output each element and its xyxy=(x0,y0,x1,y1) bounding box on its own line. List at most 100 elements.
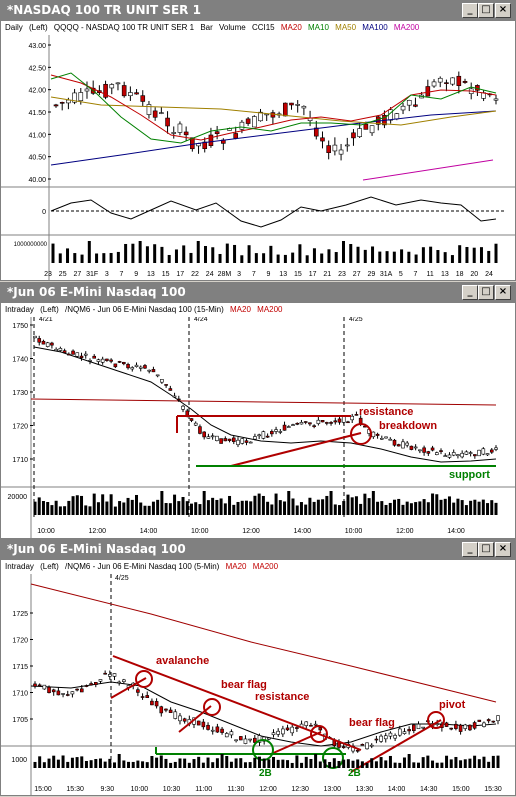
intraday-5min-chart[interactable]: 1725 1720 1715 1710 1705 1000 15:00 15:30 9:30 10… xyxy=(1,574,515,796)
volume-bar xyxy=(219,498,223,515)
title-bar[interactable]: *NASDAQ 100 TR UNIT SER 1 _ □ × xyxy=(1,1,515,21)
candle-body xyxy=(79,688,84,693)
candle-body xyxy=(468,452,473,454)
volume-bar xyxy=(95,253,99,263)
volume-bar xyxy=(33,761,37,768)
daily-price-chart[interactable]: 43.00 42.50 42.00 41.50 41.00 40.50 40.00 0 1000… xyxy=(1,35,515,281)
candle-body xyxy=(206,724,210,730)
volume-bar xyxy=(201,762,205,768)
volume-bar xyxy=(269,245,273,263)
ma200-line xyxy=(30,398,497,406)
bear-flag-circle xyxy=(203,698,221,716)
restore-icon[interactable]: □ xyxy=(478,3,494,18)
volume-bar xyxy=(136,760,140,768)
candle-body xyxy=(422,447,426,453)
symbol-label: QQQQ - NASDAQ 100 TR UNIT SER 1 xyxy=(53,23,195,32)
volume-bar xyxy=(75,757,79,768)
candle-body xyxy=(109,84,115,89)
restore-icon[interactable]: □ xyxy=(478,542,494,557)
candle-body xyxy=(96,359,101,362)
volume-bar xyxy=(304,756,308,768)
bear-flag-annotation: bear flag xyxy=(349,717,395,729)
volume-bar xyxy=(41,501,45,515)
volume-bar xyxy=(73,253,77,263)
intraday-15min-chart[interactable]: 1750 1740 1730 1720 1710 20000 10:00 12:00 14:00… xyxy=(1,317,515,539)
volume-bar xyxy=(494,243,498,263)
2b-annotation: 2B xyxy=(348,768,361,779)
volume-bar xyxy=(281,759,285,768)
volume-bar xyxy=(181,497,185,515)
candle-body xyxy=(316,419,321,424)
candle-body xyxy=(320,137,325,142)
ma200-label: MA200 xyxy=(252,562,279,571)
chart-legend: Daily (Left) QQQQ - NASDAQ 100 TR UNIT S… xyxy=(5,21,510,35)
minimize-icon[interactable]: _ xyxy=(462,542,478,557)
intraday-15min-window: *Jun 06 E-Mini Nasdaq 100 _ □ × Intraday… xyxy=(0,282,516,539)
candle-body xyxy=(178,715,182,722)
candle-body xyxy=(379,735,383,742)
volume-bar xyxy=(168,503,172,515)
volume-bar xyxy=(244,500,248,515)
candle-body xyxy=(458,724,463,732)
candle-body xyxy=(318,727,323,731)
volume-bar xyxy=(84,760,88,768)
window-title: *Jun 06 E-Mini Nasdaq 100 xyxy=(7,542,186,556)
candle-body xyxy=(425,86,431,97)
candle-body xyxy=(185,410,190,416)
volume-bar xyxy=(50,505,54,515)
x-tick-label: 25 xyxy=(59,271,67,278)
volume-bar xyxy=(440,762,444,768)
volume-bar xyxy=(286,760,290,768)
candle-body xyxy=(215,726,220,733)
candle-body xyxy=(193,422,198,426)
candle-body xyxy=(150,700,154,706)
volume-bar xyxy=(220,754,224,768)
x-tick-label: 15:00 xyxy=(34,786,52,793)
volume-bar xyxy=(240,255,244,263)
volume-bar xyxy=(164,503,168,515)
candle-body xyxy=(355,749,360,752)
volume-bar xyxy=(196,241,200,263)
x-tick-label: 12:30 xyxy=(291,786,309,793)
volume-bar xyxy=(98,758,102,768)
volume-bar xyxy=(363,493,367,515)
volume-bar xyxy=(473,755,477,768)
close-icon[interactable]: × xyxy=(495,285,511,300)
close-icon[interactable]: × xyxy=(495,542,511,557)
volume-bar xyxy=(47,758,51,768)
volume-bar xyxy=(477,759,481,768)
candle-body xyxy=(159,706,164,714)
candle-body xyxy=(227,438,232,441)
y-tick-label: 1705 xyxy=(12,717,28,724)
volume-bar xyxy=(443,498,447,515)
volume-bar xyxy=(421,247,425,263)
x-tick-label: 14:00 xyxy=(293,528,311,535)
candle-body xyxy=(489,449,494,453)
candle-body xyxy=(208,134,214,146)
x-tick-label: 23 xyxy=(44,271,52,278)
title-bar[interactable]: *Jun 06 E-Mini Nasdaq 100 _ □ × xyxy=(1,540,515,560)
candle-body xyxy=(145,695,150,698)
candle-body xyxy=(196,720,201,726)
volume-bar xyxy=(88,506,92,515)
avalanche-annotation: avalanche xyxy=(156,655,209,667)
close-icon[interactable]: × xyxy=(495,3,511,18)
candle-body xyxy=(198,426,202,434)
title-bar[interactable]: *Jun 06 E-Mini Nasdaq 100 _ □ × xyxy=(1,283,515,303)
volume-bar xyxy=(342,759,346,768)
restore-icon[interactable]: □ xyxy=(478,285,494,300)
candle-body xyxy=(407,729,411,732)
candle-body xyxy=(210,729,215,732)
volume-bar xyxy=(58,253,62,263)
y-tick-label: 41.00 xyxy=(28,132,46,139)
candle-body xyxy=(206,436,211,439)
candle-body xyxy=(53,104,59,107)
x-tick-label: 13:30 xyxy=(356,786,374,793)
volume-bar xyxy=(267,759,271,768)
volume-bar xyxy=(116,251,120,263)
minimize-icon[interactable]: _ xyxy=(462,285,478,300)
minimize-icon[interactable]: _ xyxy=(462,3,478,18)
volume-bar xyxy=(456,498,460,515)
candle-body xyxy=(115,82,121,85)
x-tick-label: 9:30 xyxy=(100,786,114,793)
